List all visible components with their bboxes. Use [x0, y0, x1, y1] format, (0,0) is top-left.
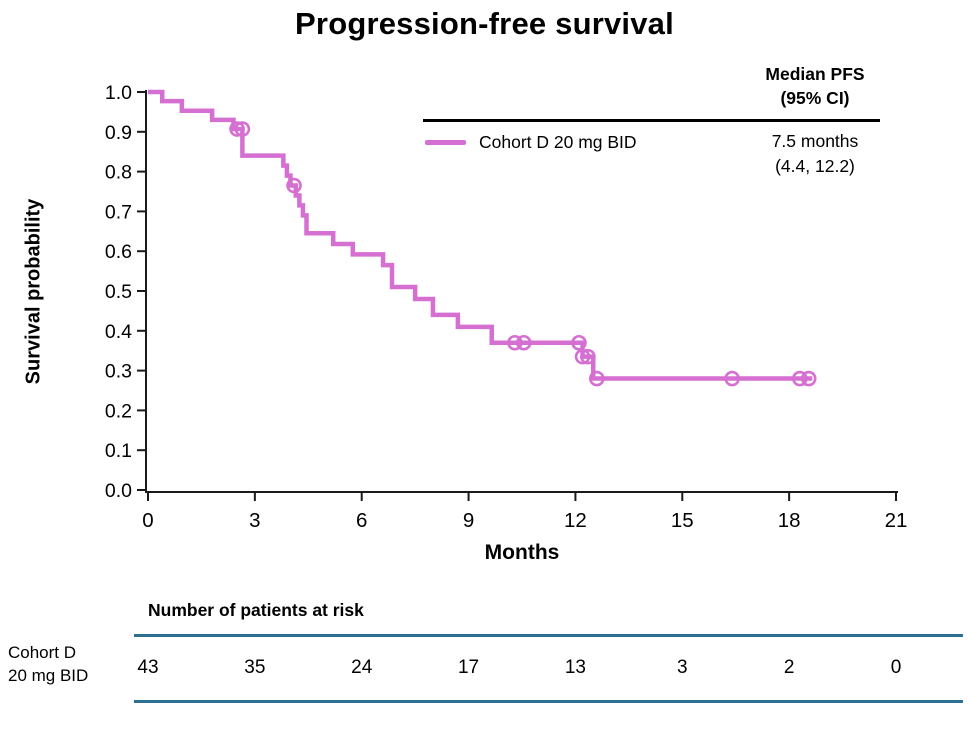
median-pfs-value: 7.5 months (4.4, 12.2) [740, 129, 890, 179]
y-tick-label: 0.3 [105, 361, 132, 383]
x-axis-title: Months [484, 541, 560, 564]
legend-line-swatch [425, 139, 466, 145]
x-tick-label: 6 [356, 509, 367, 532]
y-tick-label: 0.6 [105, 241, 132, 263]
y-tick-label: 0.9 [105, 122, 132, 144]
risk-value-7: 0 [890, 657, 902, 678]
censor-mark [507, 334, 523, 351]
risk-value-4: 13 [564, 657, 586, 678]
censor-mark [574, 348, 591, 365]
y-tick-label: 0.5 [105, 281, 132, 303]
x-tick-label: 12 [564, 509, 587, 532]
censor-mark [515, 334, 532, 351]
median-pfs-header: Median PFS (95% CI) [740, 62, 890, 110]
y-axis-title: Survival probability [22, 198, 45, 385]
censor-mark [234, 121, 251, 137]
risk-row-label: Cohort D 20 mg BID [8, 641, 128, 687]
risk-row-label-line1: Cohort D [8, 643, 77, 662]
x-tick-label: 21 [885, 509, 908, 532]
censor-mark [580, 348, 596, 365]
risk-table-rule-top [134, 634, 963, 637]
x-tick-label: 9 [463, 509, 474, 532]
censor-mark [792, 370, 808, 387]
legend-entry: Cohort D 20 mg BID [425, 131, 637, 153]
legend-series-label: Cohort D 20 mg BID [479, 131, 637, 152]
risk-value-6: 2 [783, 657, 795, 678]
risk-value-2: 24 [351, 657, 373, 678]
risk-value-0: 43 [137, 657, 159, 678]
censor-mark [588, 370, 605, 387]
x-tick-label: 15 [671, 509, 694, 532]
risk-value-5: 3 [676, 657, 688, 678]
risk-value-1: 35 [244, 657, 266, 678]
y-tick-label: 0.2 [105, 400, 132, 422]
km-plot-area: 0.0 0.1 0.2 0.3 0.4 0.5 0.6 0.7 0.8 0.9 1.0 0 3 6 9 12 1… [105, 82, 908, 532]
risk-table-rule-bottom [134, 700, 963, 703]
censor-mark [286, 177, 302, 194]
censor-mark [724, 370, 740, 387]
x-tick-label: 0 [142, 509, 153, 532]
median-pfs-value-line1: 7.5 months [771, 131, 859, 151]
x-tick-label: 3 [249, 509, 260, 532]
y-tick-label: 0.7 [105, 201, 132, 223]
chart-title: Progression-free survival [295, 6, 674, 41]
censor-mark [571, 334, 587, 351]
median-pfs-value-line2: (4.4, 12.2) [775, 156, 855, 176]
risk-table-header: Number of patients at risk [148, 600, 364, 620]
risk-value-3: 17 [457, 657, 480, 678]
median-pfs-header-line1: Median PFS [765, 64, 865, 84]
y-tick-label: 0.4 [105, 321, 132, 343]
censor-mark [800, 370, 817, 387]
y-tick-label: 1.0 [105, 82, 132, 104]
censor-mark [229, 121, 245, 137]
y-tick-label: 0.8 [105, 162, 132, 184]
y-tick-label: 0.1 [105, 440, 132, 462]
x-tick-label: 18 [778, 509, 801, 532]
legend-divider-rule [423, 119, 880, 122]
y-tick-label: 0.0 [105, 480, 132, 502]
median-pfs-header-line2: (95% CI) [780, 88, 850, 108]
risk-row-label-line2: 20 mg BID [8, 666, 89, 685]
